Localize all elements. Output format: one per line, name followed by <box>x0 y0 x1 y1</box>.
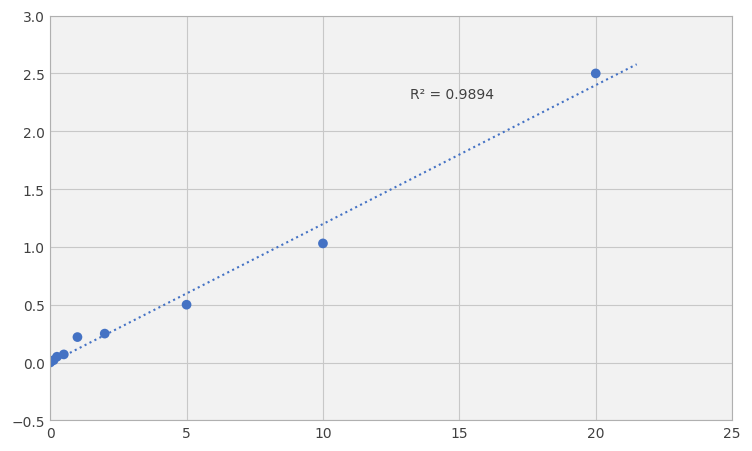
Point <box>58 351 70 358</box>
Text: R² = 0.9894: R² = 0.9894 <box>411 88 494 102</box>
Point <box>317 240 329 248</box>
Point <box>47 357 59 364</box>
Point <box>51 353 63 360</box>
Point <box>180 301 193 308</box>
Point <box>71 334 83 341</box>
Point <box>99 330 111 337</box>
Point <box>590 71 602 78</box>
Point <box>44 359 56 366</box>
